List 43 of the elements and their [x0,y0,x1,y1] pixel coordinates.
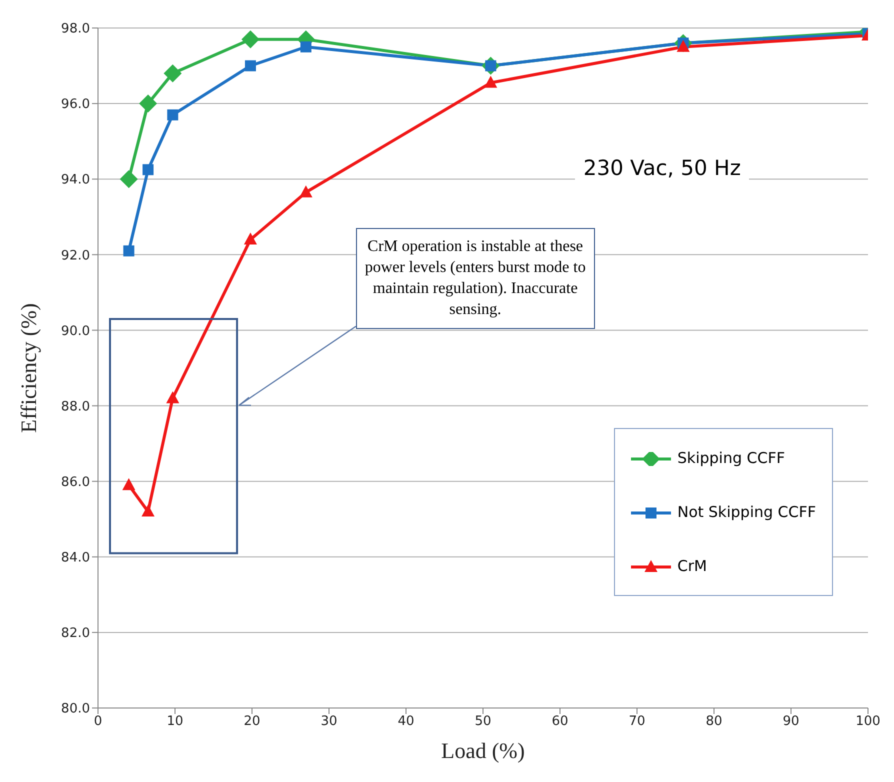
y-axis-title: Efficiency (%) [16,303,41,433]
y-tick-label: 96.0 [61,97,90,112]
point [300,41,312,52]
annotation: CrM operation is instable at these power levels (enters burst mode to maintain regulation). Inaccurate sensing. [356,228,595,330]
x-tick-label: 90 [782,714,800,730]
y-tick-label: 86.0 [61,474,90,490]
point [484,76,498,88]
legend-label: Not Skipping CCFF [676,503,816,522]
y-tick-label: 90.0 [61,324,90,339]
x-tick-label: 40 [398,714,414,730]
point [123,245,134,256]
x-axis-title: Load (%) [441,738,525,763]
x-tick-label: 100 [856,714,880,730]
y-tick-label: 92.0 [61,248,90,264]
x-tick-label: 70 [628,714,646,730]
point [139,94,158,113]
annotation: 230 Vac, 50 Hz [575,156,749,180]
point [244,232,257,245]
y-tick-label: 94.0 [61,172,90,188]
point [142,164,154,176]
y-tick-label: 82.0 [61,626,90,642]
x-tick-label: 80 [706,714,722,730]
point [120,170,138,188]
x-tick-label: 30 [320,714,338,730]
point [244,60,256,72]
point [299,185,312,198]
y-tick-label: 84.0 [61,550,90,566]
point [142,504,155,517]
y-tick-label: 88.0 [61,399,90,414]
point [241,30,260,48]
x-tick-label: 0 [94,714,102,730]
point [164,64,182,82]
x-tick-label: 60 [552,714,568,730]
x-tick-label: 10 [166,714,184,730]
x-tick-label: 20 [244,714,260,730]
point [167,109,178,120]
y-tick-label: 98.0 [61,22,90,37]
x-tick-label: 50 [474,714,492,730]
y-tick-label: 80.0 [61,702,90,717]
point [166,391,180,404]
point [122,478,136,490]
legend-label: CrM [676,557,708,576]
legend-label: Skipping CCFF [676,449,786,468]
